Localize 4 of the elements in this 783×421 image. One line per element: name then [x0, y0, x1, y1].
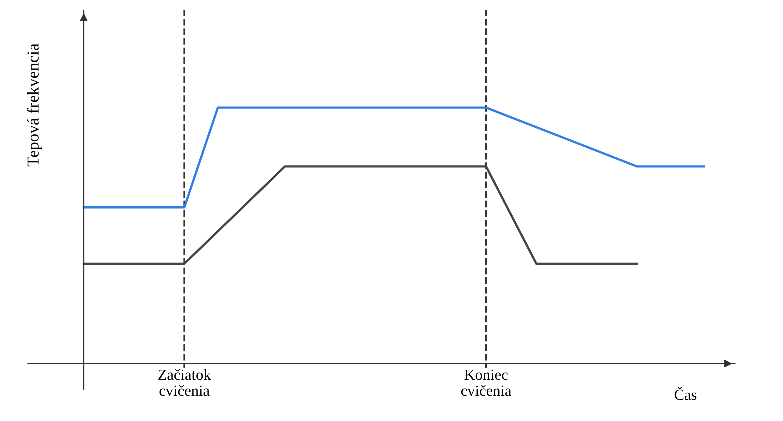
- x-tick-label: Začiatok cvičenia: [158, 369, 212, 396]
- y-axis-title: Tepová frekvencia: [27, 44, 42, 167]
- x-tick-label: Koniec cvičenia: [461, 370, 512, 396]
- x-axis-title: Čas: [674, 386, 697, 400]
